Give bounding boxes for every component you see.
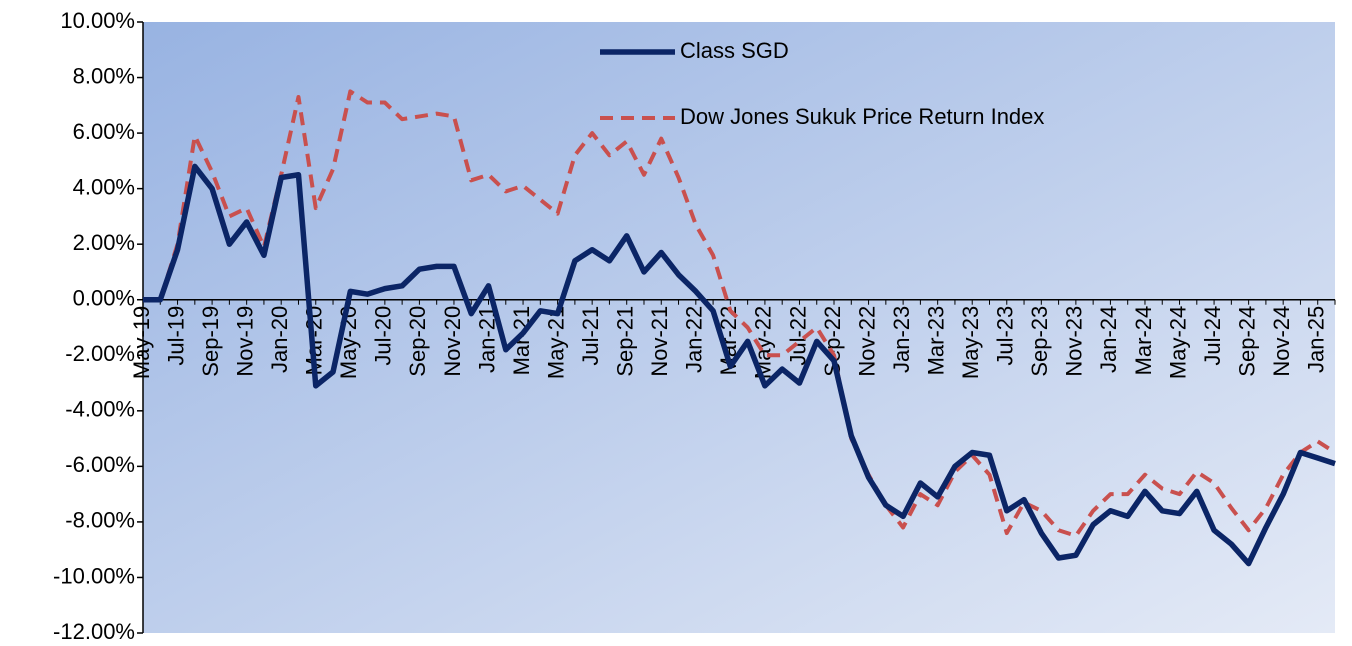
y-tick-label: -10.00% — [53, 563, 135, 588]
x-tick-label: May-22 — [751, 306, 776, 379]
y-tick-label: 6.00% — [73, 119, 135, 144]
x-tick-label: Jan-25 — [1304, 306, 1329, 373]
x-tick-label: Nov-21 — [647, 306, 672, 377]
x-tick-label: Sep-21 — [613, 306, 638, 377]
x-tick-label: Nov-24 — [1269, 306, 1294, 377]
x-tick-label: Nov-19 — [232, 306, 257, 377]
x-tick-label: Jul-21 — [578, 306, 603, 366]
x-tick-label: Jan-20 — [267, 306, 292, 373]
x-tick-label: Sep-23 — [1027, 306, 1052, 377]
y-tick-label: -8.00% — [65, 508, 135, 533]
x-tick-label: Sep-19 — [198, 306, 223, 377]
x-tick-label: May-23 — [958, 306, 983, 379]
x-tick-label: Jul-23 — [993, 306, 1018, 366]
x-tick-label: Jan-23 — [889, 306, 914, 373]
y-tick-label: 10.00% — [60, 8, 135, 33]
y-tick-label: -12.00% — [53, 619, 135, 644]
x-tick-label: Sep-20 — [405, 306, 430, 377]
y-tick-label: 2.00% — [73, 230, 135, 255]
x-tick-label: Nov-22 — [854, 306, 879, 377]
legend-label: Class SGD — [680, 38, 789, 63]
y-tick-label: -2.00% — [65, 341, 135, 366]
x-tick-label: Jul-19 — [163, 306, 188, 366]
x-tick-label: Nov-20 — [440, 306, 465, 377]
y-tick-label: -6.00% — [65, 452, 135, 477]
x-tick-label: Sep-24 — [1234, 306, 1259, 377]
x-tick-label: Mar-23 — [923, 306, 948, 376]
y-tick-label: -4.00% — [65, 397, 135, 422]
x-tick-label: Jul-24 — [1200, 306, 1225, 366]
x-tick-label: Jul-20 — [371, 306, 396, 366]
series-line — [143, 163, 1336, 567]
series-line — [143, 89, 1337, 538]
y-tick-label: 4.00% — [73, 174, 135, 199]
x-tick-label: Mar-24 — [1131, 306, 1156, 376]
y-tick-label: 8.00% — [73, 63, 135, 88]
x-tick-label: May-19 — [129, 306, 154, 379]
y-tick-label: 0.00% — [73, 286, 135, 311]
legend-label: Dow Jones Sukuk Price Return Index — [680, 104, 1044, 129]
x-tick-label: Jan-24 — [1096, 306, 1121, 373]
x-tick-label: May-24 — [1165, 306, 1190, 379]
x-tick-label: Nov-23 — [1062, 306, 1087, 377]
x-tick-label: May-21 — [543, 306, 568, 379]
x-tick-label: Jan-22 — [682, 306, 707, 373]
